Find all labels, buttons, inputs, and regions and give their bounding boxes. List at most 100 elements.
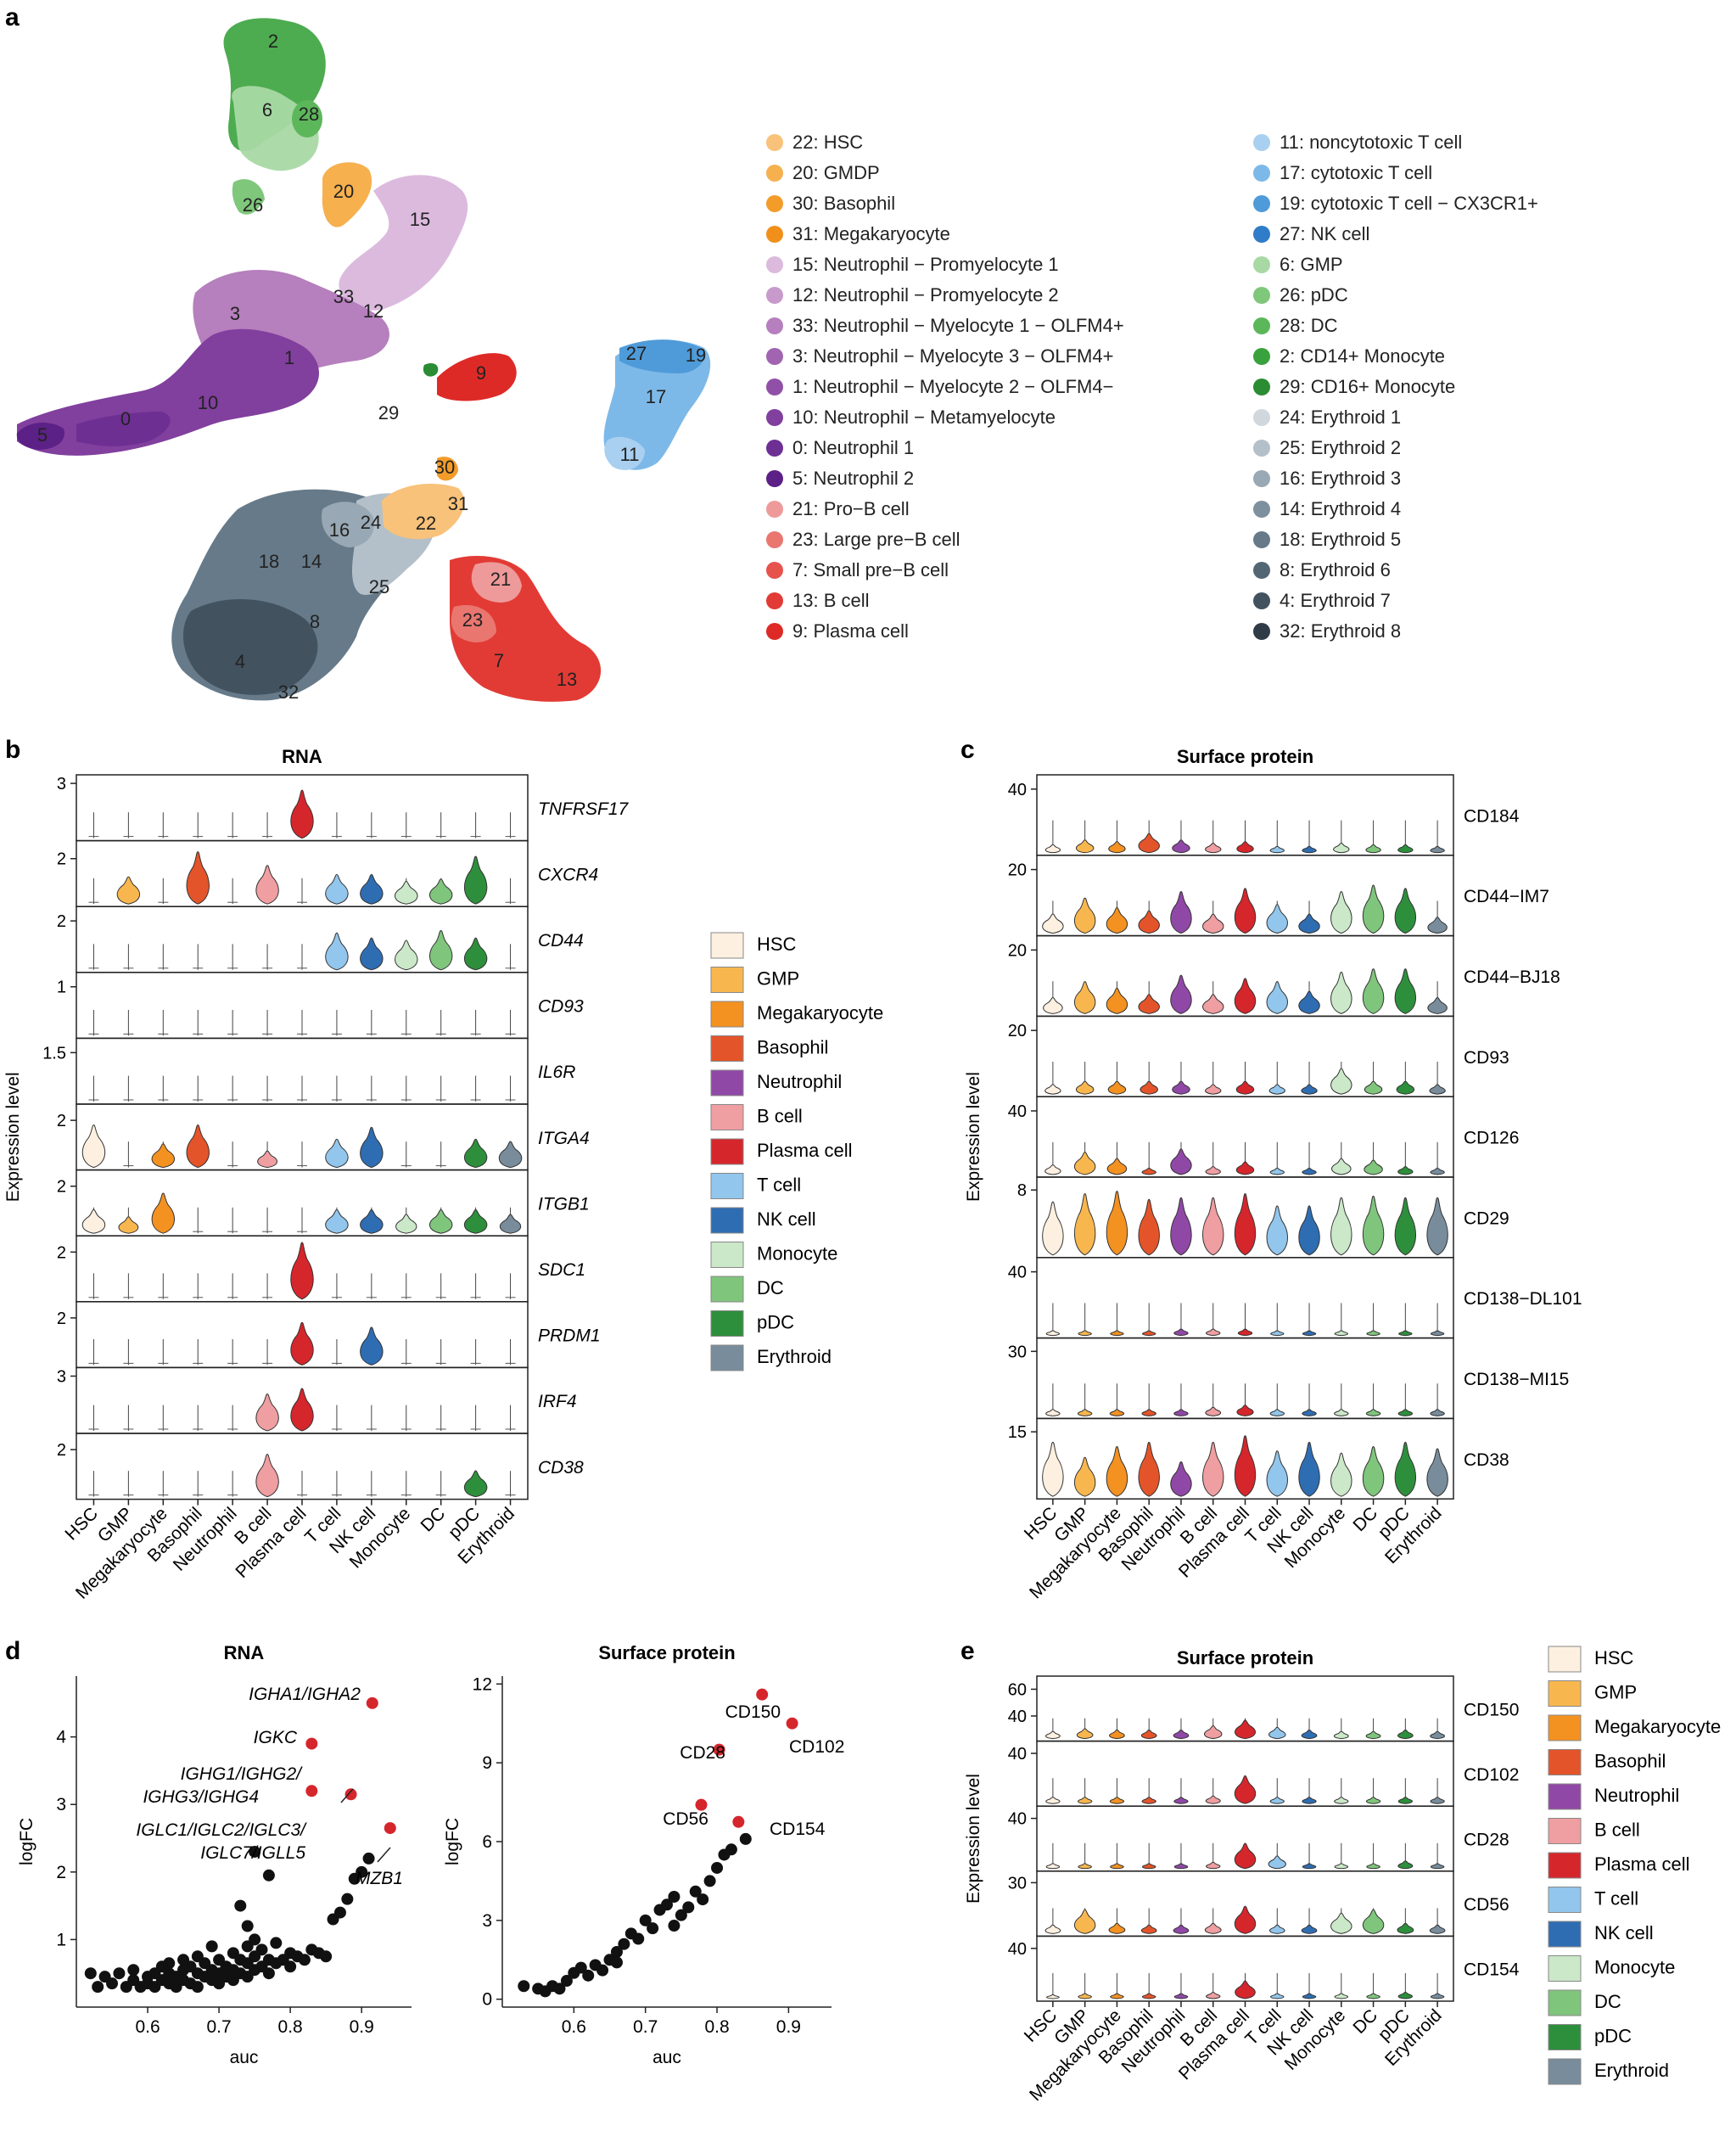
violin-neutrophil <box>1170 1197 1192 1256</box>
violin-basophil <box>1140 1080 1158 1095</box>
y-tick-label: 3 <box>482 1911 492 1931</box>
legend-swatch <box>1548 1955 1582 1982</box>
legend-label: Plasma cell <box>757 1140 852 1161</box>
violin-monocyte <box>1334 1797 1349 1804</box>
violin-basophil <box>1141 1797 1156 1804</box>
violin-gmp <box>1078 1409 1093 1416</box>
legend-swatch <box>1253 501 1270 518</box>
violin-megakaryocyte <box>1107 1080 1127 1095</box>
violin-dc <box>1365 1730 1381 1740</box>
scatter-point <box>341 1893 354 1905</box>
violin-plasma-cell <box>290 1388 314 1432</box>
violin-gmp <box>118 1216 139 1234</box>
violin-gmp <box>1076 839 1095 854</box>
legend-label: 21: Pro−B cell <box>792 498 910 519</box>
violin-erythroid <box>1430 1730 1445 1740</box>
scatter-point <box>661 1898 673 1911</box>
violin-nk-cell <box>1301 1924 1318 1934</box>
violin-row: 2 PRDM1 <box>57 1301 601 1369</box>
violin-b-cell <box>255 865 279 905</box>
legend-label: 20: GMDP <box>792 162 880 183</box>
violin-dc <box>429 929 453 971</box>
violin-dc <box>1366 1330 1380 1337</box>
y-tick-label: 2 <box>57 1243 66 1262</box>
scatter-point <box>255 1943 268 1956</box>
legend-label: 17: cytotoxic T cell <box>1280 162 1432 183</box>
legend-swatch <box>1548 1714 1582 1741</box>
y-tick-label: 30 <box>1008 1874 1027 1893</box>
row-gene-label: SDC1 <box>538 1260 585 1280</box>
row-gene-label: TNFRSF17 <box>538 799 630 819</box>
label-leader <box>340 1788 354 1803</box>
legend-swatch <box>1253 562 1270 579</box>
scatter-point <box>697 1893 709 1906</box>
legend-label: 33: Neutrophil − Myelocyte 1 − OLFM4+ <box>792 315 1124 336</box>
violin-monocyte <box>1330 1452 1352 1497</box>
panel-c-violin: Surface protein Expression level 40 CD184 20… <box>964 746 1582 1602</box>
legend-swatch <box>710 1276 744 1303</box>
violin-plasma-cell <box>1236 841 1254 854</box>
scatter-point-highlight <box>786 1717 798 1730</box>
x-tick-label: 0.6 <box>135 2017 160 2037</box>
violin-row: 40 CD126 <box>1008 1096 1519 1178</box>
umap-cluster-label: 22 <box>416 513 436 534</box>
umap-cluster-label: 29 <box>378 402 399 423</box>
violin-nk-cell <box>1298 1441 1320 1497</box>
scatter-point-label: MZB1 <box>356 1869 403 1888</box>
scatter-point-highlight <box>732 1815 745 1828</box>
violin-t-cell <box>1269 1167 1285 1175</box>
violin-gmp <box>1078 1330 1092 1337</box>
legend-swatch <box>766 165 783 182</box>
violin-row: 8 CD29 <box>1017 1176 1509 1259</box>
scatter-point <box>191 1950 204 1963</box>
violin-basophil <box>1138 994 1160 1014</box>
scatter-point <box>191 1981 204 1994</box>
legend-label: B cell <box>757 1106 803 1127</box>
violin-plasma-cell <box>1234 978 1257 1014</box>
umap-cluster-label: 23 <box>462 609 483 631</box>
violin-hsc <box>1045 1730 1061 1740</box>
violin-row: 40 CD184 <box>1008 774 1520 856</box>
legend-swatch <box>766 226 783 243</box>
violin-b-cell <box>1202 1441 1224 1497</box>
violin-hsc <box>1043 997 1063 1014</box>
violin-plasma-cell <box>290 1242 314 1300</box>
violin-pdc <box>1394 1197 1416 1256</box>
legend-label: 4: Erythroid 7 <box>1280 590 1391 611</box>
legend-label: Neutrophil <box>757 1071 842 1092</box>
legend-swatch <box>1253 195 1270 212</box>
scatter-point <box>582 1969 595 1982</box>
legend-swatch <box>710 967 744 993</box>
legend-label: HSC <box>1594 1647 1634 1668</box>
violin-gmp <box>1078 1797 1093 1804</box>
scatter-point-highlight <box>756 1688 769 1701</box>
legend-label: GMP <box>1594 1682 1637 1703</box>
legend-swatch <box>1548 1921 1582 1948</box>
legend-label: 7: Small pre−B cell <box>792 559 949 580</box>
legend-label: Neutrophil <box>1594 1785 1679 1806</box>
scatter-point <box>682 1901 695 1914</box>
violin-monocyte <box>1333 842 1350 854</box>
legend-swatch <box>766 531 783 548</box>
violin-plasma-cell <box>1235 1980 1256 1999</box>
violin-t-cell <box>325 1138 349 1169</box>
panel-letter-a: a <box>5 3 20 31</box>
violin-nk-cell <box>1302 1409 1317 1416</box>
row-gene-label: CXCR4 <box>538 865 598 884</box>
violin-hsc <box>1044 1084 1061 1095</box>
legend-swatch <box>1253 287 1270 304</box>
violin-row: 2 ITGA4 <box>57 1103 590 1171</box>
violin-basophil <box>1138 833 1160 854</box>
violin-gmp <box>1074 1152 1096 1175</box>
violin-plasma-cell <box>1235 1719 1256 1740</box>
violin-monocyte <box>1331 1158 1352 1175</box>
violin-megakaryocyte <box>1106 987 1128 1014</box>
violin-hsc <box>1044 1164 1061 1175</box>
violin-t-cell <box>325 1209 349 1234</box>
violin-hsc <box>1045 1863 1061 1870</box>
legend-swatch <box>1548 1887 1582 1913</box>
violin-b-cell <box>255 1393 279 1432</box>
umap-cluster-label: 3 <box>230 303 240 324</box>
y-tick-label: 60 <box>1008 1680 1027 1699</box>
